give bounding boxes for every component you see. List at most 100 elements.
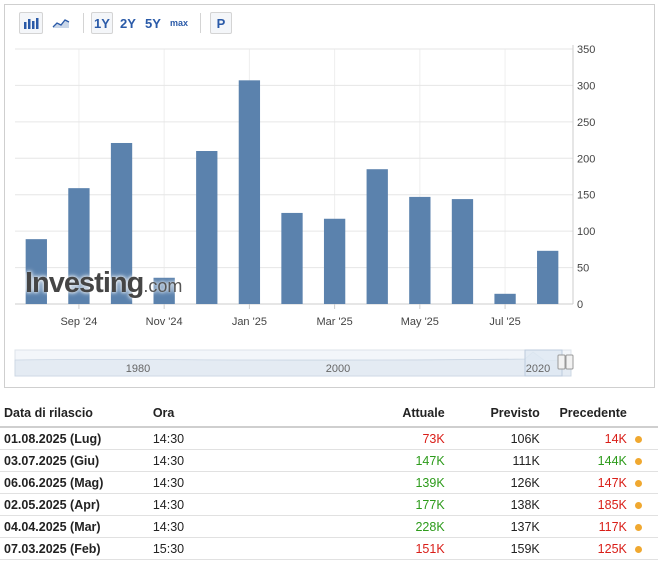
navigator-year-label: 2000 xyxy=(326,363,350,375)
importance-dot-icon xyxy=(634,501,642,509)
actual-value: 151K xyxy=(307,537,449,560)
range-5y-button[interactable]: 5Y xyxy=(145,15,161,31)
importance-dot-icon xyxy=(634,523,642,531)
importance-cell xyxy=(630,537,658,560)
print-button[interactable]: P xyxy=(210,12,232,34)
release-time: 14:30 xyxy=(148,449,308,472)
importance-cell xyxy=(630,471,658,494)
release-time: 15:30 xyxy=(148,537,308,560)
y-tick-label: 300 xyxy=(577,80,595,92)
table-row: 04.04.2025 (Mar) 14:30 228K 137K 117K xyxy=(0,515,658,538)
chart-bar[interactable] xyxy=(110,142,133,304)
x-tick-label: Nov '24 xyxy=(146,316,183,328)
navigator-year-label: 2020 xyxy=(526,363,550,375)
chart-bar[interactable] xyxy=(323,218,346,304)
chart-bar[interactable] xyxy=(153,277,175,304)
release-time: 14:30 xyxy=(148,493,308,516)
forecast-value: 106K xyxy=(448,427,544,450)
chart-toolbar: 1Y 2Y 5Y max P xyxy=(5,5,654,39)
release-date: 01.08.2025 (Lug) xyxy=(0,427,149,450)
previous-value: 185K xyxy=(543,493,631,516)
importance-cell xyxy=(630,493,658,516)
actual-value: 147K xyxy=(307,449,449,472)
importance-dot-icon xyxy=(634,435,642,443)
release-date: 06.06.2025 (Mag) xyxy=(0,471,149,494)
table-row: 01.08.2025 (Lug) 14:30 73K 106K 14K xyxy=(0,427,658,450)
investing-logo-watermark: Investing.com xyxy=(25,267,182,301)
watermark-text: Investing xyxy=(25,267,144,299)
y-tick-label: 150 xyxy=(577,190,595,202)
release-time: 14:30 xyxy=(148,427,308,450)
x-tick-label: May '25 xyxy=(401,316,439,328)
header-time[interactable]: Ora xyxy=(148,400,308,428)
previous-value: 147K xyxy=(543,471,631,494)
header-forecast[interactable]: Previsto xyxy=(448,400,544,428)
chart-bar[interactable] xyxy=(25,239,47,304)
table-header-row: Data di rilascio Ora Attuale Previsto Pr… xyxy=(0,400,658,428)
y-tick-label: 350 xyxy=(577,44,595,56)
previous-value: 117K xyxy=(543,515,631,538)
chart-bar[interactable] xyxy=(537,250,559,304)
navigator-handle-left[interactable] xyxy=(557,354,566,370)
release-time: 14:30 xyxy=(148,471,308,494)
x-tick-label: Jan '25 xyxy=(232,316,267,328)
importance-cell xyxy=(630,515,658,538)
bar-chart-icon[interactable] xyxy=(19,12,43,34)
release-date: 02.05.2025 (Apr) xyxy=(0,493,149,516)
range-1y-button[interactable]: 1Y xyxy=(91,12,113,34)
y-tick-label: 0 xyxy=(577,299,583,311)
release-date: 03.07.2025 (Giu) xyxy=(0,449,149,472)
range-navigator[interactable]: 1980 2000 2020 xyxy=(14,349,574,377)
table-row: 02.05.2025 (Apr) 14:30 177K 138K 185K xyxy=(0,493,658,516)
x-tick-label: Mar '25 xyxy=(316,316,352,328)
actual-value: 228K xyxy=(307,515,449,538)
table-row: 06.06.2025 (Mag) 14:30 139K 126K 147K xyxy=(0,471,658,494)
chart-bar[interactable] xyxy=(238,80,261,304)
table-row: 03.07.2025 (Giu) 14:30 147K 111K 144K xyxy=(0,449,658,472)
header-spacer xyxy=(630,400,658,428)
forecast-value: 137K xyxy=(448,515,544,538)
range-max-button[interactable]: max xyxy=(169,18,188,28)
releases-table: Data di rilascio Ora Attuale Previsto Pr… xyxy=(0,400,658,560)
table-row: 07.03.2025 (Feb) 15:30 151K 159K 125K xyxy=(0,537,658,560)
importance-cell xyxy=(630,449,658,472)
previous-value: 144K xyxy=(543,449,631,472)
navigator-selection[interactable] xyxy=(524,349,563,377)
navigator-handle-right[interactable] xyxy=(565,354,574,370)
x-tick-label: Sep '24 xyxy=(60,316,97,328)
x-tick-label: Jul '25 xyxy=(489,316,520,328)
chart-bar[interactable] xyxy=(409,196,431,304)
importance-cell xyxy=(630,427,658,450)
importance-dot-icon xyxy=(634,545,642,553)
range-2y-button[interactable]: 2Y xyxy=(120,15,136,31)
forecast-value: 126K xyxy=(448,471,544,494)
previous-value: 14K xyxy=(543,427,631,450)
area-chart-icon[interactable] xyxy=(49,12,73,34)
chart-bar[interactable] xyxy=(366,169,388,304)
chart-bar[interactable] xyxy=(451,199,474,304)
chart-bar[interactable] xyxy=(68,188,90,304)
toolbar-divider xyxy=(83,13,84,33)
chart-panel: 1Y 2Y 5Y max P 0 50 100 150 200 250 300 350 Sep… xyxy=(4,4,655,388)
watermark-suffix: .com xyxy=(143,276,183,296)
toolbar-divider xyxy=(200,13,201,33)
chart-bar[interactable] xyxy=(196,151,218,304)
header-previous[interactable]: Precedente xyxy=(543,400,631,428)
chart-bar[interactable] xyxy=(281,212,303,304)
bar-chart: 0 50 100 150 200 250 300 350 Sep '24 Nov '24 Jan … xyxy=(14,44,595,377)
release-date: 04.04.2025 (Mar) xyxy=(0,515,149,538)
header-actual[interactable]: Attuale xyxy=(307,400,449,428)
forecast-value: 138K xyxy=(448,493,544,516)
forecast-value: 111K xyxy=(448,449,544,472)
importance-dot-icon xyxy=(634,457,642,465)
y-tick-label: 50 xyxy=(577,263,589,275)
actual-value: 177K xyxy=(307,493,449,516)
actual-value: 139K xyxy=(307,471,449,494)
header-release-date[interactable]: Data di rilascio xyxy=(0,400,149,428)
release-date: 07.03.2025 (Feb) xyxy=(0,537,149,560)
forecast-value: 159K xyxy=(448,537,544,560)
y-tick-label: 100 xyxy=(577,226,595,238)
navigator-year-label: 1980 xyxy=(126,363,150,375)
chart-bar[interactable] xyxy=(494,293,516,304)
previous-value: 125K xyxy=(543,537,631,560)
